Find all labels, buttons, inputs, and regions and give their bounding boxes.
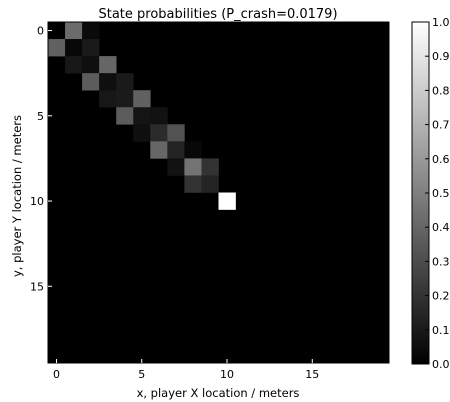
x-tick-label: 0 [53, 368, 60, 381]
heatmap-cell [116, 107, 134, 125]
x-tick-label: 15 [305, 368, 319, 381]
heatmap-cell [150, 107, 168, 125]
colorbar-tick-label: 0.5 [432, 187, 450, 200]
heatmap-cells [48, 22, 236, 210]
colorbar-tick-label: 0.0 [432, 358, 450, 371]
heatmap-cell [133, 124, 151, 142]
colorbar-tick-label: 0.2 [432, 290, 450, 303]
heatmap-cell [99, 56, 117, 74]
y-tick-label: 10 [30, 195, 44, 208]
heatmap-cell [167, 141, 185, 159]
heatmap-cell [201, 158, 219, 176]
heatmap-cell [133, 90, 151, 108]
colorbar-tick-label: 0.7 [432, 119, 450, 132]
heatmap-cell [116, 90, 134, 108]
heatmap-cell [82, 22, 100, 40]
heatmap-cell [65, 56, 83, 74]
colorbar-tick-label: 1.0 [432, 16, 450, 29]
heatmap-cell [82, 56, 100, 74]
heatmap-cell [218, 192, 236, 210]
heatmap-cell [150, 124, 168, 142]
colorbar-tick-label: 0.1 [432, 324, 450, 337]
colorbar-tick-label: 0.6 [432, 153, 450, 166]
chart-title: State probabilities (P_crash=0.0179) [98, 7, 337, 22]
heatmap-cell [201, 175, 219, 193]
heatmap-cell [167, 158, 185, 176]
x-axis-ticks: 0 5 10 15 [53, 359, 319, 381]
y-tick-label: 0 [37, 25, 44, 38]
heatmap-cell [65, 22, 83, 40]
heatmap-plot: 0 5 10 15 0 5 10 15 [30, 21, 390, 381]
x-tick-label: 10 [220, 368, 234, 381]
heatmap-cell [82, 73, 100, 91]
y-axis-ticks: 0 5 10 15 [30, 25, 52, 293]
y-tick-label: 5 [37, 110, 44, 123]
heatmap-cell [99, 73, 117, 91]
heatmap-cell [184, 141, 202, 159]
heatmap-cell [184, 158, 202, 176]
colorbar-tick-label: 0.9 [432, 50, 450, 63]
heatmap-cell [82, 39, 100, 57]
colorbar-tick-label: 0.3 [432, 255, 450, 268]
heatmap-cell [133, 107, 151, 125]
heatmap-cell [150, 141, 168, 159]
x-tick-label: 5 [138, 368, 145, 381]
colorbar: 0.0 0.1 0.2 0.3 0.4 0.5 0.6 0.7 0.8 0.9 1.0 [411, 16, 450, 371]
plot-frame [47, 21, 390, 364]
heatmap-cell [184, 175, 202, 193]
colorbar-tick-label: 0.4 [432, 221, 450, 234]
heatmap-cell [167, 124, 185, 142]
x-axis-label: x, player X location / meters [137, 386, 300, 400]
colorbar-ticks: 0.0 0.1 0.2 0.3 0.4 0.5 0.6 0.7 0.8 0.9 1.0 [425, 16, 450, 371]
colorbar-tick-label: 0.8 [432, 84, 450, 97]
heatmap-cell [65, 39, 83, 57]
heatmap-cell [99, 90, 117, 108]
y-axis-label: y, player Y location / meters [10, 115, 24, 277]
heatmap-cell [116, 73, 134, 91]
heatmap-cell [48, 39, 66, 57]
y-tick-label: 15 [30, 280, 44, 293]
